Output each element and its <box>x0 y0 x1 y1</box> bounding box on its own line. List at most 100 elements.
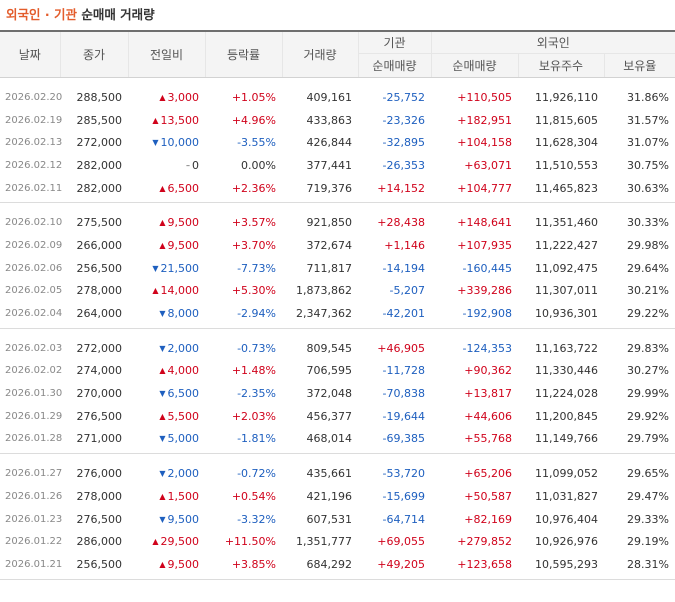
cell-inst-net: -15,699 <box>382 489 425 503</box>
cell-hold-ratio: 30.75% <box>627 158 669 172</box>
group-spacer <box>0 78 675 87</box>
header-institution: 기관 <box>358 31 432 54</box>
cell-change-value: 2,000 <box>167 467 200 481</box>
triangle-up-icon: ▲ <box>159 411 166 421</box>
cell-change: ▲ 9,500 <box>128 553 205 576</box>
group-spacer <box>0 203 675 212</box>
cell-foreign-net: +13,817 <box>464 387 512 401</box>
cell-close: 256,500 <box>76 261 123 275</box>
cell-hold-ratio: 31.57% <box>627 113 669 127</box>
section-title: 외국인 · 기관 순매매 거래량 <box>0 0 675 30</box>
triangle-up-icon: ▲ <box>159 240 166 250</box>
cell-foreign-net: +55,768 <box>464 432 512 446</box>
cell-hold-ratio: 30.63% <box>627 181 669 195</box>
cell-volume: 409,161 <box>306 90 353 104</box>
cell-close: 256,500 <box>76 557 123 571</box>
triangle-down-icon: ▼ <box>152 263 159 273</box>
cell-volume: 1,351,777 <box>296 535 352 549</box>
trading-table: 날짜 종가 전일비 등락률 거래량 기관 외국인 순매매량 순매매량 보유주수 … <box>0 30 675 580</box>
cell-date: 2026.01.28 <box>5 433 63 445</box>
cell-foreign-net: -124,353 <box>462 341 512 355</box>
cell-date: 2026.01.27 <box>5 468 63 480</box>
triangle-up-icon: ▲ <box>152 286 159 296</box>
cell-change-value: 9,500 <box>167 557 200 571</box>
cell-change: ▲ 14,000 <box>128 280 205 303</box>
cell-change: ▲ 5,500 <box>128 405 205 428</box>
cell-change: ▲ 1,500 <box>128 485 205 508</box>
cell-date: 2026.01.21 <box>5 558 63 570</box>
cell-rate: +1.48% <box>231 364 276 378</box>
triangle-up-icon: ▲ <box>159 183 166 193</box>
cell-foreign-net: +107,935 <box>457 238 512 252</box>
cell-inst-net: -5,207 <box>389 284 425 298</box>
header-rate: 등락률 <box>205 31 283 78</box>
cell-foreign-net: +339,286 <box>457 284 512 298</box>
cell-date: 2026.01.30 <box>5 388 63 400</box>
cell-foreign-net: +90,362 <box>464 364 512 378</box>
cell-change-value: 10,000 <box>160 136 200 150</box>
table-row: 2026.01.23 276,500 ▼ 9,500 -3.32% 607,531 -64,… <box>0 508 675 531</box>
cell-rate: +3.70% <box>231 238 276 252</box>
cell-rate: -2.94% <box>237 307 276 321</box>
header-inst-net: 순매매량 <box>358 53 432 78</box>
cell-change-value: 0 <box>192 158 199 172</box>
cell-volume: 711,817 <box>306 261 353 275</box>
cell-rate: -1.81% <box>237 432 276 446</box>
cell-foreign-net: +104,158 <box>457 136 512 150</box>
cell-inst-net: +28,438 <box>377 216 425 230</box>
triangle-up-icon: ▲ <box>159 366 166 376</box>
cell-holdings: 11,163,722 <box>535 341 598 355</box>
cell-change: ▼ 5,000 <box>128 428 205 451</box>
cell-inst-net: +46,905 <box>377 341 425 355</box>
cell-foreign-net: +82,169 <box>464 512 512 526</box>
cell-holdings: 11,510,553 <box>535 158 598 172</box>
cell-date: 2026.02.05 <box>5 285 63 297</box>
cell-hold-ratio: 31.86% <box>627 90 669 104</box>
cell-close: 266,000 <box>76 238 123 252</box>
cell-volume: 433,863 <box>306 113 353 127</box>
table-row: 2026.01.28 271,000 ▼ 5,000 -1.81% 468,014 -69,… <box>0 428 675 451</box>
cell-close: 272,000 <box>76 136 123 150</box>
cell-hold-ratio: 29.79% <box>627 432 669 446</box>
cell-close: 272,000 <box>76 341 123 355</box>
cell-change: ▲ 9,500 <box>128 211 205 234</box>
cell-rate: +5.30% <box>231 284 276 298</box>
group-divider <box>0 575 675 580</box>
table-row: 2026.02.19 285,500 ▲ 13,500 +4.96% 433,863 -23… <box>0 109 675 132</box>
cell-inst-net: -53,720 <box>382 467 425 481</box>
cell-hold-ratio: 29.98% <box>627 238 669 252</box>
cell-date: 2026.02.04 <box>5 308 63 320</box>
cell-holdings: 11,465,823 <box>535 181 598 195</box>
cell-hold-ratio: 29.99% <box>627 387 669 401</box>
triangle-up-icon: ▲ <box>159 218 166 228</box>
cell-date: 2026.02.11 <box>5 182 63 194</box>
table-row: 2026.02.06 256,500 ▼ 21,500 -7.73% 711,817 -14… <box>0 257 675 280</box>
cell-foreign-net: +65,206 <box>464 467 512 481</box>
cell-change: ▲ 9,500 <box>128 234 205 257</box>
group-spacer <box>0 454 675 463</box>
table-body: 2026.02.20 288,500 ▲ 3,000 +1.05% 409,161 -25,… <box>0 78 675 580</box>
cell-hold-ratio: 29.64% <box>627 261 669 275</box>
cell-volume: 377,441 <box>306 158 353 172</box>
header-date: 날짜 <box>0 31 61 78</box>
cell-date: 2026.01.23 <box>5 513 63 525</box>
cell-holdings: 11,099,052 <box>535 467 598 481</box>
cell-hold-ratio: 29.83% <box>627 341 669 355</box>
cell-rate: -2.35% <box>237 387 276 401</box>
cell-change-value: 2,000 <box>167 341 200 355</box>
triangle-up-icon: ▲ <box>159 491 166 501</box>
table-row: 2026.02.20 288,500 ▲ 3,000 +1.05% 409,161 -25,… <box>0 86 675 109</box>
cell-foreign-net: +44,606 <box>464 409 512 423</box>
cell-rate: -7.73% <box>237 261 276 275</box>
cell-change-value: 6,500 <box>167 387 200 401</box>
cell-change-value: 29,500 <box>160 535 200 549</box>
cell-close: 276,000 <box>76 467 123 481</box>
cell-close: 286,000 <box>76 535 123 549</box>
cell-volume: 426,844 <box>306 136 353 150</box>
cell-foreign-net: -192,908 <box>462 307 512 321</box>
table-row: 2026.01.30 270,000 ▼ 6,500 -2.35% 372,048 -70,… <box>0 382 675 405</box>
table-row: 2026.01.21 256,500 ▲ 9,500 +3.85% 684,292 +49,… <box>0 553 675 576</box>
cell-change-value: 5,500 <box>167 409 200 423</box>
cell-volume: 421,196 <box>306 489 353 503</box>
cell-inst-net: -25,752 <box>382 90 425 104</box>
